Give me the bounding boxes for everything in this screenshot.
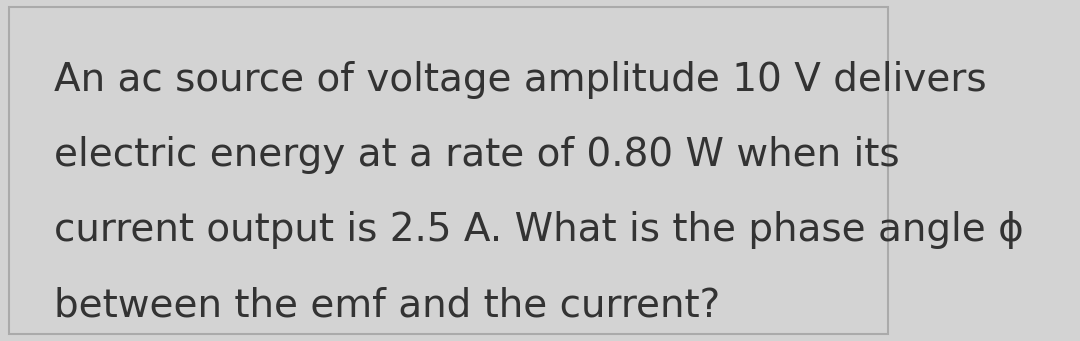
Text: An ac source of voltage amplitude 10 V delivers: An ac source of voltage amplitude 10 V d… xyxy=(54,61,986,99)
Text: between the emf and the current?: between the emf and the current? xyxy=(54,286,720,324)
Text: electric energy at a rate of 0.80 W when its: electric energy at a rate of 0.80 W when… xyxy=(54,136,900,174)
Text: current output is 2.5 A. What is the phase angle ϕ: current output is 2.5 A. What is the pha… xyxy=(54,211,1024,249)
